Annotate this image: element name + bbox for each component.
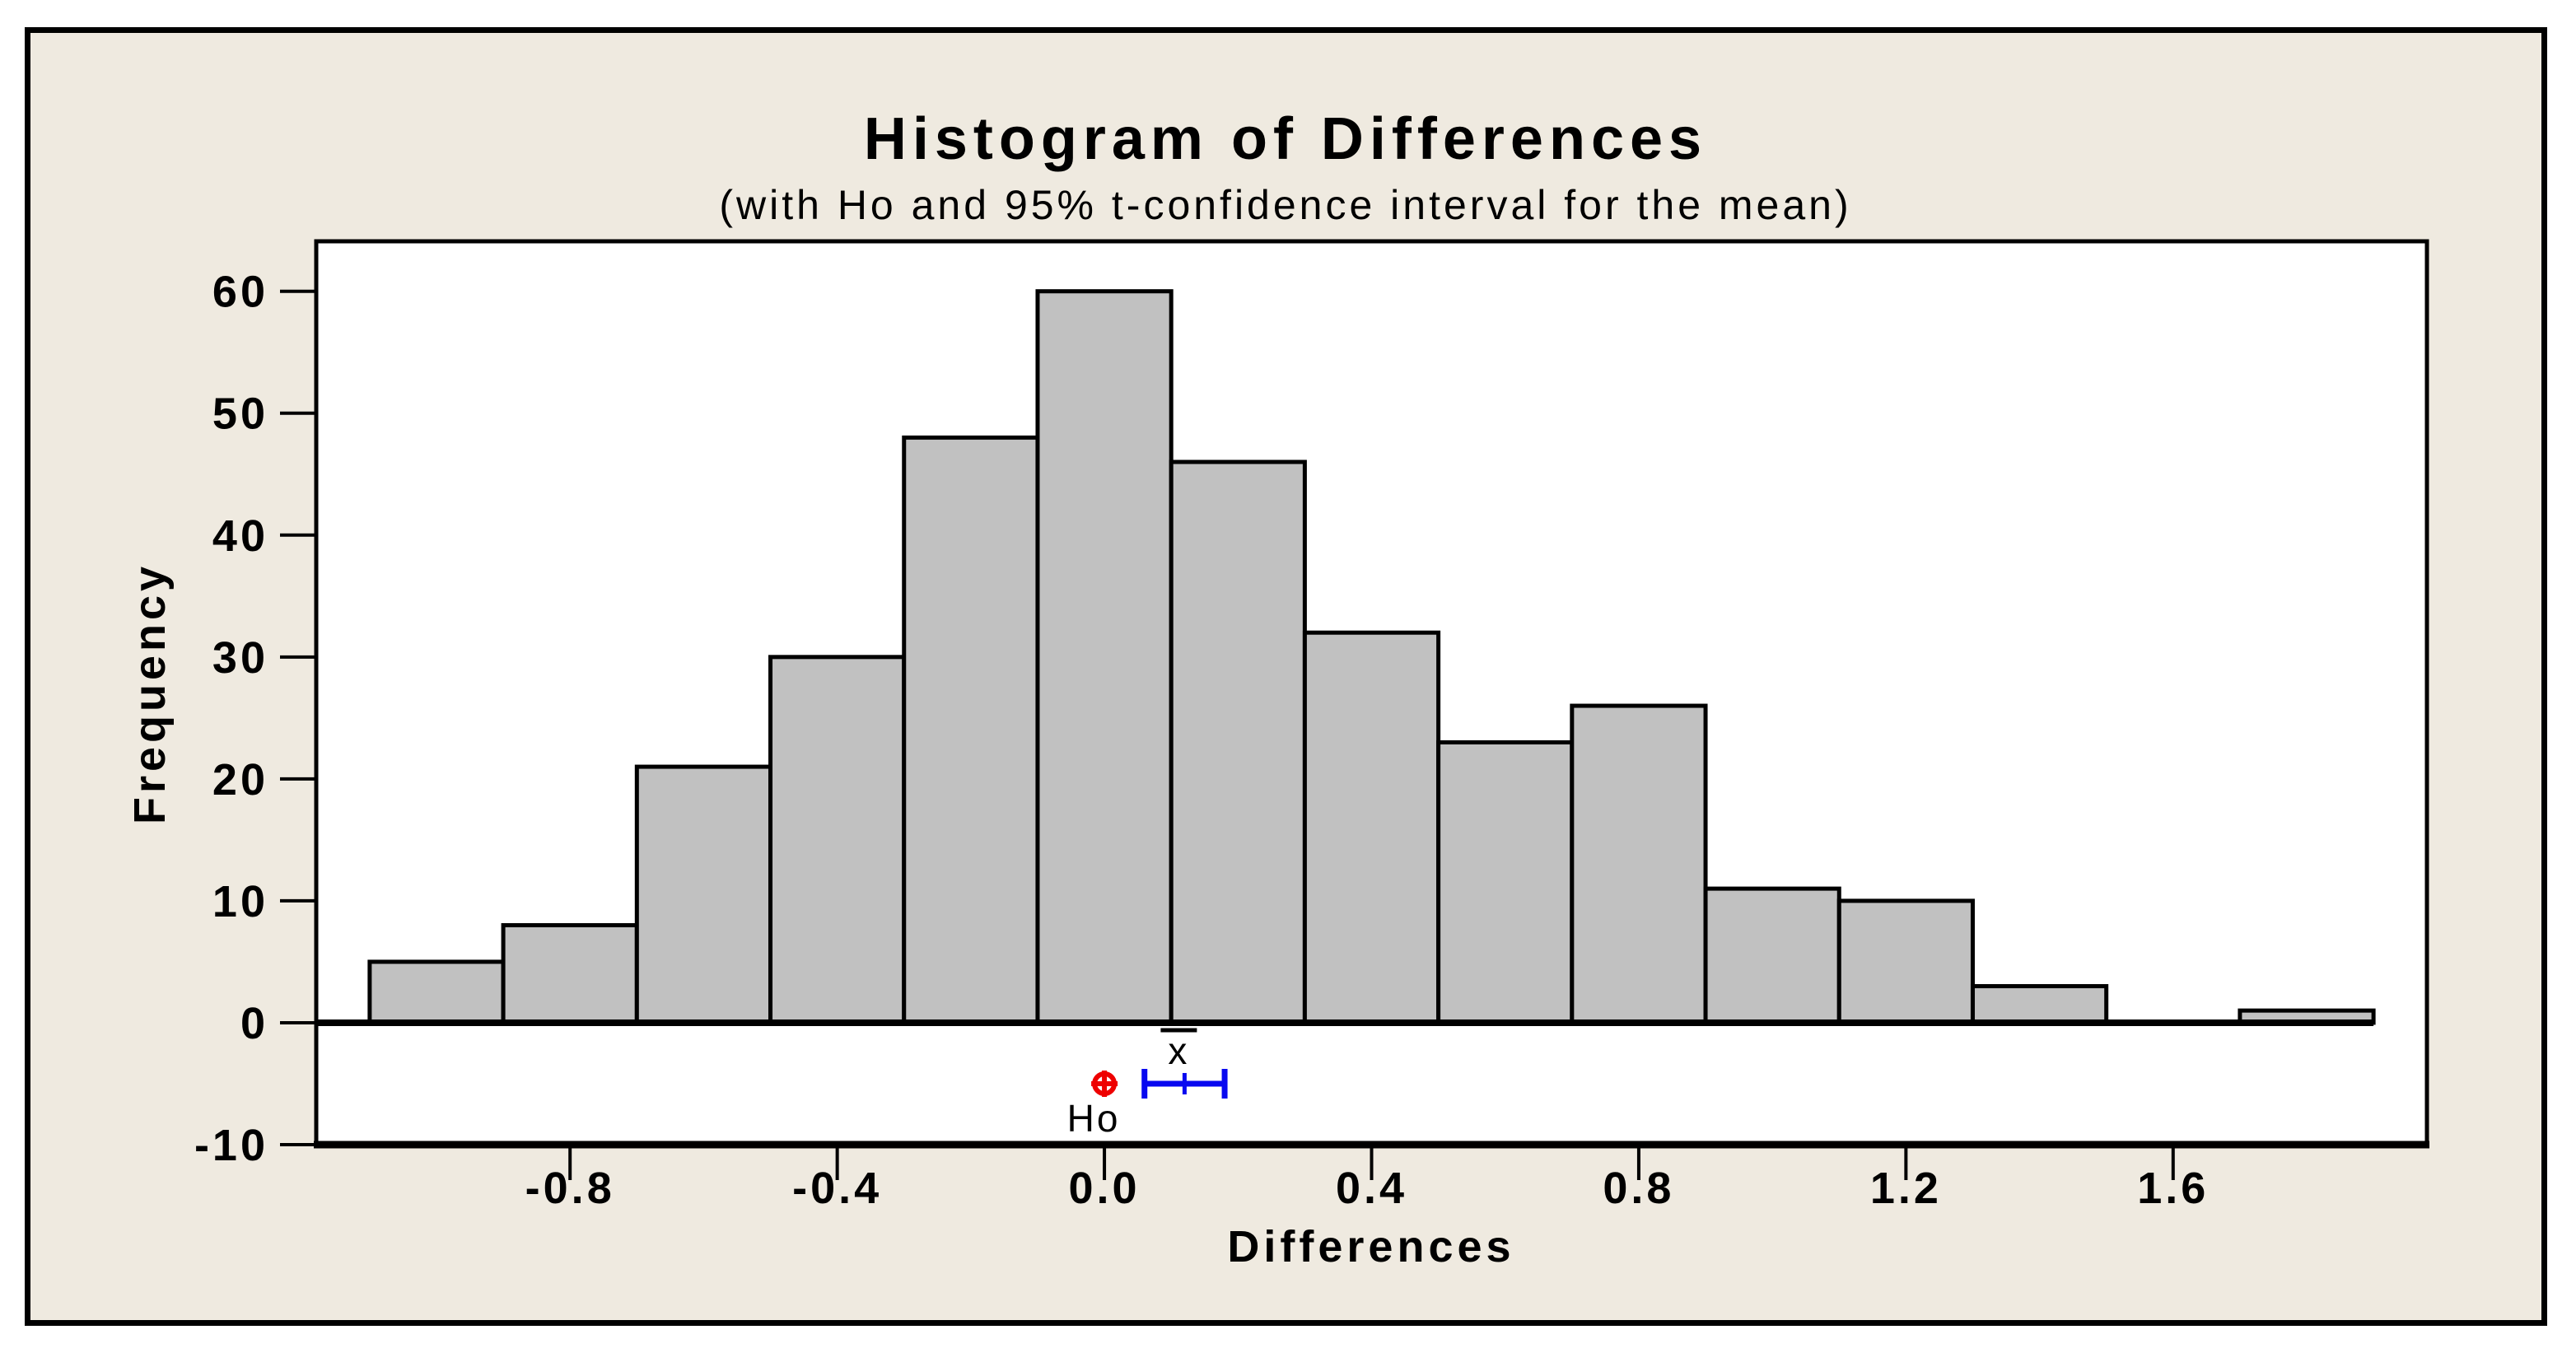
x-tick-label: 0.8 <box>1603 1164 1674 1213</box>
x-tick-label: -0.4 <box>792 1164 882 1213</box>
histogram-bar <box>1970 984 2109 1025</box>
y-tick-label: 10 <box>212 877 268 926</box>
y-tick-label: 20 <box>212 755 268 805</box>
x-axis-title: Differences <box>1227 1222 1514 1271</box>
histogram-bar <box>902 435 1040 1025</box>
histogram-bar <box>634 764 773 1025</box>
chart-title: Histogram of Differences <box>864 106 1707 172</box>
histogram-bar <box>1436 739 1575 1025</box>
histogram-bar <box>1570 703 1708 1025</box>
x-tick-label: 0.4 <box>1336 1164 1407 1213</box>
y-tick-label: 50 <box>212 390 268 439</box>
histogram-bar <box>768 655 907 1025</box>
hypothesis-annotations: Ho x <box>1067 1028 1228 1140</box>
x-tick-label: 1.6 <box>2137 1164 2209 1213</box>
chart-subtitle: (with Ho and 95% t-confidence interval f… <box>719 182 1851 228</box>
histogram-bar <box>1836 898 1975 1025</box>
x-axis: -0.8 -0.4 0.0 0.4 0.8 1.2 1.6 <box>525 1145 2209 1213</box>
h0-label: Ho <box>1067 1097 1121 1140</box>
x-tick-label: -0.8 <box>525 1164 615 1213</box>
histogram-bars <box>367 289 2376 1025</box>
y-axis: 60 50 40 30 20 10 0 -10 <box>194 268 316 1170</box>
histogram-bar <box>1302 630 1441 1025</box>
histogram-bar <box>501 923 639 1025</box>
y-tick-label: -10 <box>194 1121 268 1170</box>
histogram-bar <box>1703 886 1841 1025</box>
histogram-bar <box>1169 460 1307 1025</box>
y-axis-title: Frequency <box>125 562 175 824</box>
y-tick-label: 60 <box>212 268 268 317</box>
histogram-bar <box>1035 289 1174 1025</box>
mean-label: x <box>1168 1029 1189 1072</box>
histogram-bar <box>367 959 506 1025</box>
x-tick-label: 0.0 <box>1069 1164 1141 1213</box>
y-tick-label: 0 <box>240 999 268 1048</box>
y-tick-label: 40 <box>212 511 268 561</box>
y-tick-label: 30 <box>212 633 268 683</box>
x-tick-label: 1.2 <box>1870 1164 1942 1213</box>
